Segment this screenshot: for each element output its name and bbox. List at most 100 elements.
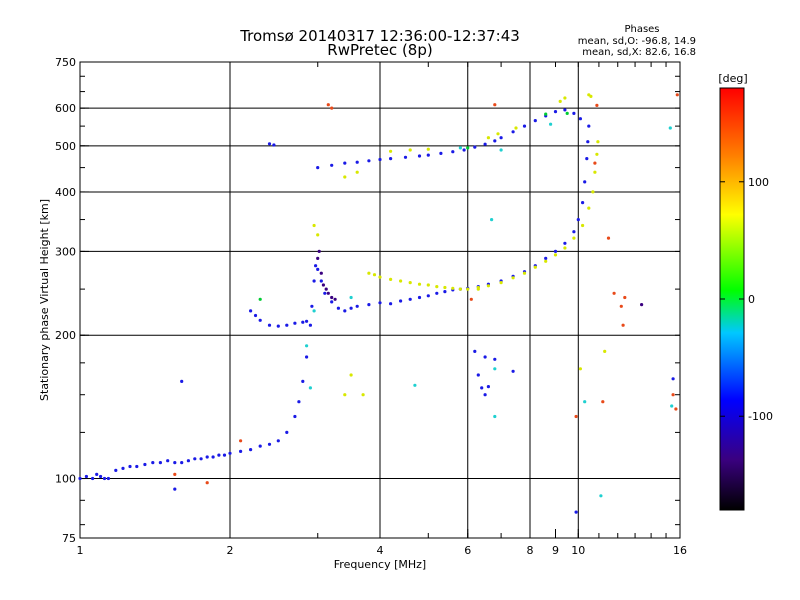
data-point	[413, 383, 417, 387]
data-point	[276, 324, 280, 328]
data-point	[285, 323, 289, 327]
data-point	[408, 297, 412, 301]
data-point	[308, 386, 312, 390]
data-point	[587, 206, 591, 210]
y-tick-label: 750	[55, 56, 76, 69]
data-point	[640, 303, 644, 307]
y-tick-label: 500	[55, 140, 76, 153]
data-point	[217, 453, 221, 457]
colorbar-label: [deg]	[718, 72, 747, 85]
data-point	[670, 404, 674, 408]
data-point	[143, 462, 147, 467]
data-point	[426, 147, 430, 151]
data-point	[312, 309, 316, 313]
data-point	[305, 355, 309, 359]
data-point	[426, 294, 430, 298]
data-point	[483, 355, 487, 359]
data-point	[267, 142, 272, 146]
data-point	[417, 154, 422, 158]
data-point	[135, 464, 139, 469]
data-point	[114, 468, 118, 472]
y-tick-label: 100	[55, 473, 76, 486]
data-point	[493, 414, 497, 419]
data-point	[499, 281, 503, 285]
data-point	[417, 282, 422, 286]
x-tick-label: 8	[527, 544, 534, 557]
data-point	[499, 148, 503, 152]
data-point	[258, 444, 262, 448]
data-point	[451, 286, 455, 290]
data-point	[563, 241, 567, 245]
data-point	[674, 407, 678, 411]
data-point	[314, 264, 318, 268]
data-point	[305, 319, 309, 323]
data-point	[595, 152, 599, 156]
data-point	[493, 357, 497, 361]
data-point	[239, 449, 243, 453]
data-point	[249, 309, 253, 313]
data-point	[389, 149, 393, 153]
data-point	[316, 267, 320, 271]
x-tick-label: 1	[77, 544, 84, 557]
data-point	[533, 119, 537, 123]
data-point	[675, 93, 679, 97]
data-point	[389, 302, 393, 306]
data-point	[483, 393, 487, 397]
data-point	[572, 236, 576, 240]
data-point	[267, 442, 272, 446]
data-point	[621, 323, 625, 327]
data-point	[671, 377, 675, 381]
axis-ticks: 1 2 4 6 8 9 10 16 75 100 200 300 400 500 600 750	[55, 56, 687, 557]
colorbar-tick-label: 0	[748, 293, 755, 306]
data-point	[222, 453, 227, 457]
data-point	[553, 110, 558, 114]
data-point	[106, 476, 110, 481]
data-point	[330, 300, 334, 304]
data-point	[601, 400, 605, 404]
data-point	[326, 103, 330, 107]
data-point	[166, 459, 170, 463]
data-point	[493, 103, 497, 107]
data-point	[671, 393, 675, 397]
data-point	[462, 148, 466, 152]
data-point	[99, 474, 103, 479]
data-point	[330, 295, 334, 300]
data-point	[326, 291, 330, 295]
data-point	[426, 283, 430, 287]
data-point	[151, 461, 155, 465]
x-tick-label: 6	[464, 544, 471, 557]
data-point	[372, 273, 377, 277]
data-point	[435, 285, 439, 289]
data-point	[389, 277, 393, 281]
data-point	[544, 256, 548, 260]
data-point	[544, 259, 548, 263]
data-point	[522, 271, 527, 275]
data-point	[378, 275, 382, 279]
data-point	[544, 112, 548, 116]
data-point	[486, 385, 490, 389]
data-point	[378, 157, 382, 162]
data-point	[205, 481, 209, 485]
data-point	[476, 373, 480, 377]
data-point	[563, 246, 567, 250]
data-point	[583, 400, 587, 404]
data-point	[439, 151, 443, 155]
data-point	[272, 143, 276, 147]
colorbar-tick-label: 100	[748, 176, 769, 189]
data-point	[180, 379, 184, 383]
stats-heading: Phases	[624, 24, 659, 35]
data-point	[343, 393, 347, 397]
data-point	[267, 323, 272, 327]
data-point	[595, 103, 599, 107]
data-point	[349, 306, 353, 310]
data-point	[417, 295, 422, 300]
x-axis-label: Frequency [MHz]	[334, 558, 426, 571]
data-point	[563, 96, 567, 100]
data-point	[496, 132, 500, 136]
data-point	[563, 108, 567, 112]
data-point	[102, 476, 107, 481]
data-point	[312, 223, 316, 228]
data-point	[367, 303, 371, 307]
data-point	[603, 349, 607, 353]
data-point	[435, 291, 439, 295]
